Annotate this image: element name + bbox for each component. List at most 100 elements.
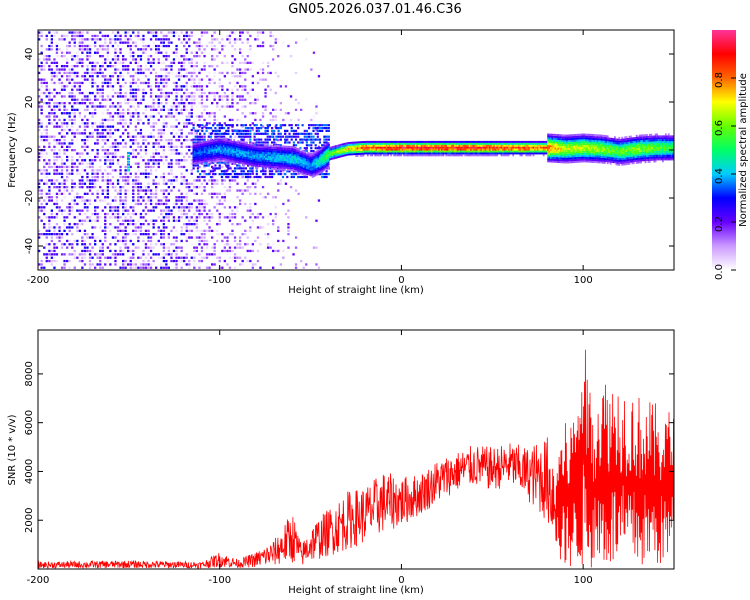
- spectrogram-cell: [60, 236, 64, 239]
- spectrogram-cell: [284, 173, 287, 176]
- spectrogram-cell: [157, 165, 160, 169]
- spectrogram-cell: [40, 189, 43, 192]
- spectrogram-cell: [233, 256, 237, 259]
- spectrogram-cell: [155, 192, 158, 195]
- spectrogram-cell: [96, 192, 99, 195]
- spectrogram-cell: [243, 141, 246, 144]
- spectrogram-cell: [188, 38, 191, 41]
- spectrogram-cell: [237, 155, 240, 158]
- spectrogram-cell: [241, 55, 244, 58]
- spectrogram-cells: [38, 30, 674, 269]
- spectrogram-cell: [177, 139, 181, 142]
- spectrogram-cell: [134, 102, 137, 105]
- spectrogram-cell: [63, 65, 66, 68]
- spectrogram-cell: [223, 55, 226, 58]
- spectrogram-cell: [99, 102, 102, 105]
- spectrogram-cell: [225, 139, 228, 142]
- spectrogram-cell: [172, 179, 176, 182]
- spectrogram-cell: [94, 159, 97, 162]
- spectrogram-cell: [276, 158, 279, 161]
- spectrogram-cell: [198, 146, 201, 149]
- spectrogram-cell: [160, 189, 163, 192]
- spectrogram-cell: [167, 172, 170, 175]
- spectrogram-cell: [109, 115, 112, 118]
- spectrogram-cell: [116, 192, 120, 195]
- spectrogram-cell: [147, 135, 150, 138]
- spectrogram-cell: [86, 51, 89, 54]
- spectrogram-cell: [152, 226, 155, 229]
- spectrogram-cell: [263, 151, 266, 154]
- spectrogram-cell: [134, 223, 137, 226]
- spectrogram-cell: [122, 263, 125, 266]
- spectrogram-cell: [132, 75, 135, 78]
- spectrogram-cell: [60, 68, 64, 71]
- spectrogram-cell: [284, 157, 286, 160]
- spectrogram-cell: [269, 31, 272, 34]
- spectrogram-cell: [152, 233, 155, 236]
- spectrogram-cell: [188, 95, 191, 98]
- spectrogram-cell: [321, 129, 324, 132]
- spectrogram-cell: [312, 129, 315, 132]
- spectrogram-cell: [99, 44, 102, 48]
- spectrogram-cell: [96, 61, 99, 64]
- spectrogram-cell: [288, 141, 291, 144]
- spectrogram-cell: [281, 164, 283, 167]
- spectrogram-cell: [227, 132, 230, 135]
- spectrogram-cell: [272, 164, 275, 166]
- spectrogram-cell: [99, 91, 102, 95]
- spectrogram-cell: [109, 118, 112, 122]
- spectrogram-cell: [170, 212, 173, 216]
- spectrogram-cell: [40, 51, 43, 54]
- spectrogram-cell: [223, 192, 226, 195]
- spectrogram-cell: [76, 81, 79, 85]
- spectrogram-cell: [162, 152, 165, 155]
- spectrogram-cell: [271, 146, 273, 149]
- spectrogram-cell: [127, 212, 130, 216]
- spectrogram-cell: [149, 249, 153, 253]
- spectrogram-cell: [104, 216, 107, 219]
- spectrogram-cell: [200, 239, 204, 243]
- spectrogram-cell: [183, 212, 186, 216]
- spectrogram-cell: [297, 155, 299, 158]
- spectrogram-cell: [195, 206, 198, 209]
- spectrogram-cell: [137, 256, 140, 259]
- spectrogram-cell: [213, 81, 216, 85]
- spectrogram-cell: [109, 38, 112, 41]
- spectrogram-cell: [225, 145, 228, 148]
- spectrogram-cell: [242, 129, 245, 132]
- spectrogram-cell: [162, 48, 165, 51]
- spectrogram-cell: [83, 75, 87, 78]
- spectrogram-cell: [160, 115, 163, 118]
- spectrogram-cell: [170, 182, 173, 185]
- spectrogram-cell: [53, 34, 56, 38]
- spectrogram-cell: [60, 122, 64, 125]
- spectrogram-cell: [277, 229, 280, 232]
- spectrogram-cell: [101, 253, 104, 256]
- spectrogram-cell: [260, 155, 263, 158]
- spectrogram-cell: [162, 223, 165, 226]
- spectrogram-cell: [247, 173, 250, 176]
- spectrogram-cell: [177, 152, 181, 155]
- spectrogram-cell: [239, 199, 242, 202]
- spectrogram-cell: [165, 68, 168, 71]
- spectrogram-cell: [223, 236, 226, 239]
- spectrogram-cell: [312, 246, 316, 249]
- spectrogram-cell: [88, 81, 92, 85]
- spectrogram-cell: [256, 145, 259, 148]
- spectrogram-cell: [249, 161, 251, 164]
- spectrogram-cell: [224, 141, 227, 144]
- spectrogram-cell: [106, 152, 109, 155]
- spectrogram-cell: [167, 219, 170, 222]
- spectrogram-cell: [81, 31, 84, 34]
- spectrogram-cell: [129, 236, 132, 239]
- spectrogram-cell: [137, 162, 140, 165]
- spectrogram-cell: [193, 160, 196, 163]
- spectrogram-cell: [63, 142, 66, 145]
- spectrogram-cell: [142, 209, 145, 212]
- spectrogram-cell: [211, 216, 214, 219]
- spectrogram-cell: [294, 148, 296, 151]
- spectrogram-cell: [211, 102, 214, 105]
- spectrogram-cell: [185, 216, 188, 219]
- spectrogram-cell: [226, 98, 229, 101]
- spectrogram-cell: [119, 38, 122, 41]
